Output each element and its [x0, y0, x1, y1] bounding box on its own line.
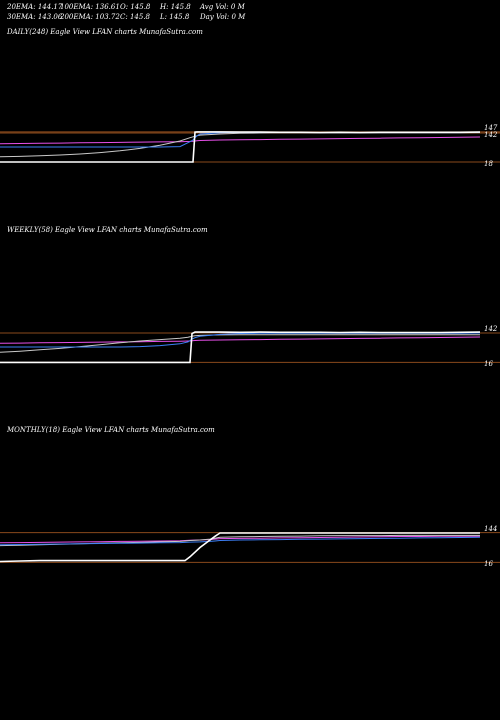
stat-avg-vol: Avg Vol: 0 M — [200, 3, 245, 11]
weekly-chart-title: WEEKLY(58) Eagle View LFAN charts Munafa… — [7, 226, 208, 234]
stat-day-vol: Day Vol: 0 M — [200, 13, 246, 21]
weekly-series-ema-grey — [0, 334, 480, 353]
monthly-series-price — [0, 532, 480, 563]
weekly-y-label-1: 16 — [484, 360, 493, 369]
daily-chart: 147 142 18 — [0, 123, 500, 170]
monthly-y-label-1: 16 — [484, 560, 493, 569]
daily-y-label-2: 18 — [484, 159, 493, 168]
daily-y-label-1: 142 — [484, 131, 498, 140]
daily-series-price — [0, 131, 481, 163]
weekly-y-label-0: 142 — [484, 325, 498, 334]
daily-chart-svg — [0, 131, 500, 163]
stat-open: O: 145.8 — [120, 3, 151, 11]
stat-low: L: 145.8 — [160, 13, 190, 21]
weekly-series-ema-magenta — [0, 336, 481, 344]
daily-y-label-0: 147 — [484, 123, 498, 132]
monthly-chart: 144 16 — [0, 525, 500, 570]
weekly-chart: 142 16 — [0, 325, 500, 370]
stat-30ema: 30EMA: 143.06 — [7, 13, 63, 21]
daily-chart-title: DAILY(248) Eagle View LFAN charts Munafa… — [7, 28, 203, 36]
monthly-series-ema-magenta — [0, 535, 480, 544]
stat-high: H: 145.8 — [160, 3, 191, 11]
stat-100ema: 100EMA: 136.61 — [60, 3, 120, 11]
monthly-chart-svg — [0, 532, 500, 563]
monthly-y-label-0: 144 — [484, 524, 498, 533]
stat-20ema: 20EMA: 144.17 — [7, 3, 63, 11]
daily-series-ema-magenta — [0, 136, 481, 145]
stat-close: C: 145.8 — [120, 13, 150, 21]
daily-series-ema-grey — [0, 132, 481, 158]
weekly-series-price — [0, 331, 481, 364]
monthly-chart-title: MONTHLY(18) Eagle View LFAN charts Munaf… — [7, 426, 215, 434]
stat-200ema: 200EMA: 103.72 — [60, 13, 120, 21]
monthly-series-ema-blue — [0, 536, 481, 546]
weekly-chart-svg — [0, 331, 500, 364]
